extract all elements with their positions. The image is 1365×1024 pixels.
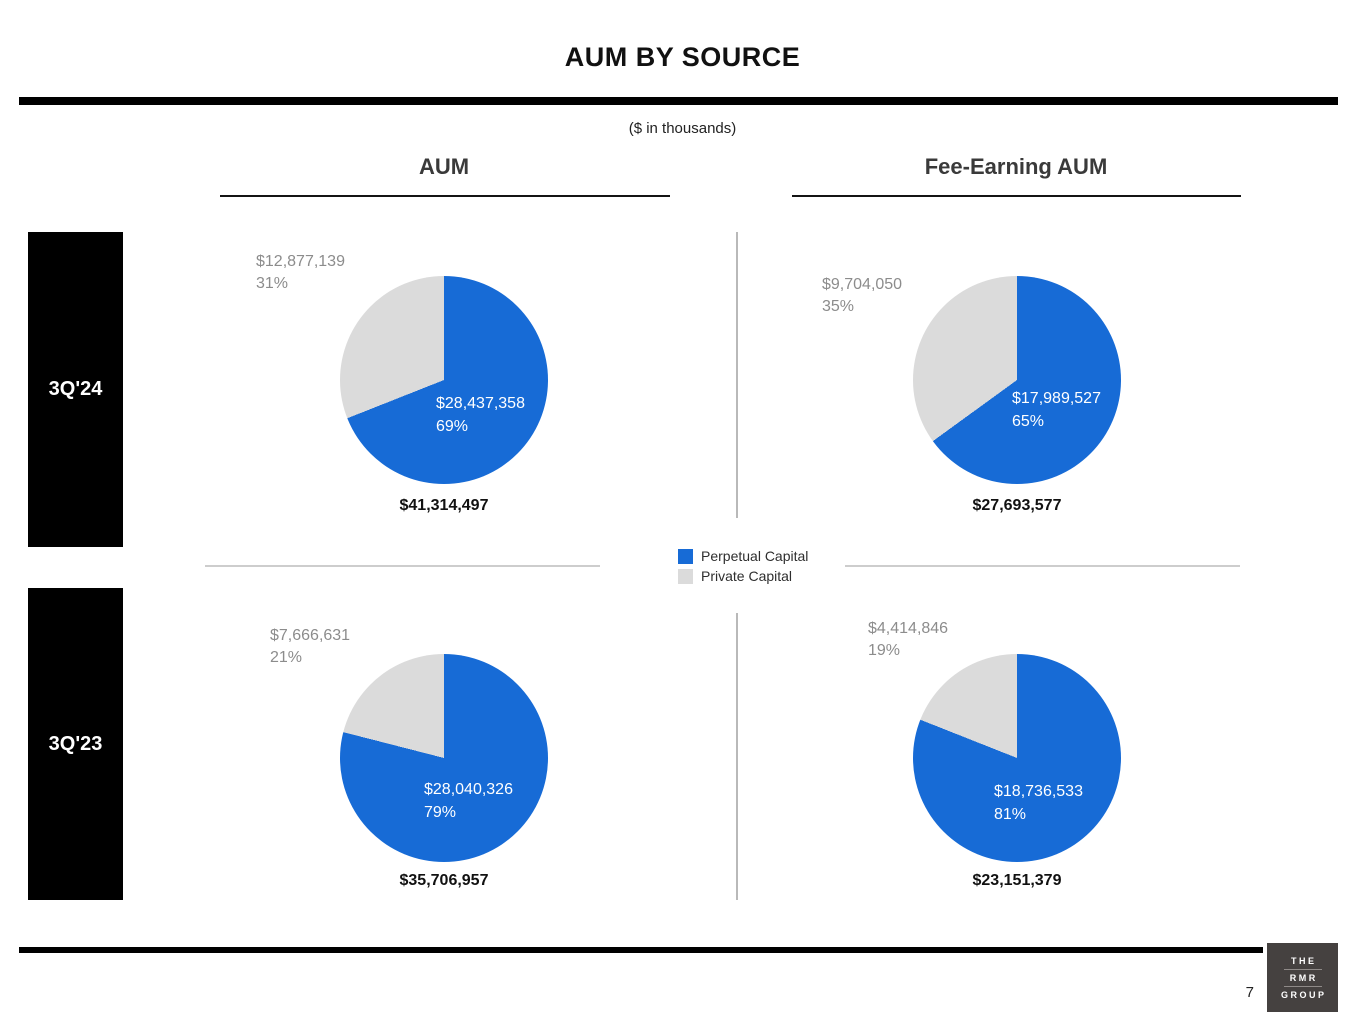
legend-label-perpetual: Perpetual Capital <box>701 548 809 564</box>
private-capital-swatch-icon <box>678 568 693 584</box>
pie-chart-3q23-aum <box>340 654 548 862</box>
header-rule <box>19 97 1338 105</box>
rmr-group-logo: THE RMR GROUP <box>1267 943 1338 1012</box>
footer-rule <box>19 947 1263 953</box>
perpetual-capital-label-3q24-aum: $28,437,358 69% <box>436 395 525 435</box>
total-3q24-fee: $27,693,577 <box>972 497 1062 514</box>
column-header-aum: AUM <box>418 154 470 179</box>
pie-chart-3q23-fee-earning-aum <box>913 654 1121 862</box>
pie-chart-3q24-aum <box>340 276 548 484</box>
row-label-3q23: 3Q'23 <box>28 588 123 900</box>
logo-line-group: GROUP <box>1280 989 1327 1000</box>
perpetual-capital-label-3q23-aum: $28,040,326 79% <box>424 781 513 821</box>
perpetual-capital-label-3q23-fee: $18,736,533 81% <box>994 783 1083 823</box>
horizontal-divider-right <box>845 565 1240 567</box>
pie-chart-3q24-fee-earning-aum <box>913 276 1121 484</box>
row-label-3q24: 3Q'24 <box>28 232 123 547</box>
vertical-divider-top <box>736 232 738 518</box>
private-capital-label-3q24-aum: $12,877,139 31% <box>256 253 345 292</box>
row-label-3q24-text: 3Q'24 <box>48 378 103 400</box>
page-number: 7 <box>1245 984 1254 1001</box>
perpetual-capital-swatch-icon <box>678 548 693 564</box>
private-capital-label-3q23-fee: $4,414,846 19% <box>868 620 949 659</box>
row-label-3q23-text: 3Q'23 <box>48 732 103 755</box>
vertical-divider-bottom <box>736 613 738 900</box>
horizontal-divider-left <box>205 565 600 567</box>
units-note: ($ in thousands) <box>628 120 737 137</box>
logo-line-the: THE <box>1291 955 1317 966</box>
perpetual-capital-label-3q24-fee: $17,989,527 65% <box>1012 390 1101 430</box>
legend-label-private: Private Capital <box>701 568 793 584</box>
total-3q24-aum: $41,314,497 <box>399 497 489 514</box>
column-underline-aum <box>220 195 670 197</box>
logo-line-rmr: RMR <box>1289 972 1318 983</box>
legend-item-private-capital: Private Capital <box>678 568 808 584</box>
total-3q23-fee: $23,151,379 <box>972 872 1062 889</box>
logo-divider <box>1283 968 1322 970</box>
legend: Perpetual Capital Private Capital <box>678 548 808 584</box>
private-capital-label-3q24-fee: $9,704,050 35% <box>822 276 903 315</box>
column-underline-fee-earning-aum <box>792 195 1241 197</box>
total-3q23-aum: $35,706,957 <box>399 872 489 889</box>
column-header-fee-earning-aum: Fee-Earning AUM <box>924 154 1108 179</box>
page-title: AUM BY SOURCE <box>564 42 801 72</box>
logo-divider <box>1283 985 1322 987</box>
legend-item-perpetual-capital: Perpetual Capital <box>678 548 808 564</box>
private-capital-label-3q23-aum: $7,666,631 21% <box>270 627 351 666</box>
